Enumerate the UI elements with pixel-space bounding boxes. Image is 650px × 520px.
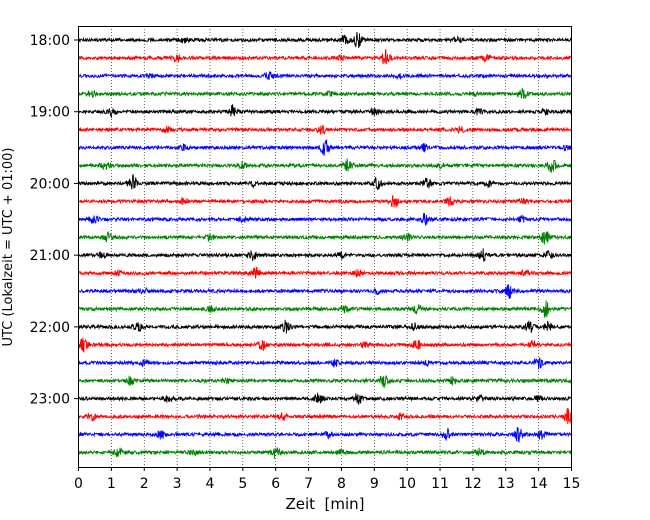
seismogram-trace xyxy=(78,158,572,173)
seismogram-trace xyxy=(78,48,572,65)
x-axis-label: Zeit [min] xyxy=(285,495,364,513)
x-tick-label: 12 xyxy=(464,476,482,492)
y-axis-label: UTC (Lokalzeit = UTC + 01:00) xyxy=(1,148,16,347)
x-tick-label: 7 xyxy=(304,476,313,492)
seismogram-trace xyxy=(78,71,572,80)
y-tick-label: 23:00 xyxy=(30,392,70,408)
x-tick-label: 11 xyxy=(431,476,449,492)
y-tick-label: 19:00 xyxy=(30,105,70,121)
y-axis-ticks: 18:00 19:00 20:00 21:00 22:00 23:00 xyxy=(30,33,78,408)
seismogram-trace xyxy=(78,357,572,370)
seismogram-trace xyxy=(78,124,572,135)
seismogram-trace xyxy=(78,139,572,156)
seismogram-trace xyxy=(78,195,572,208)
seismogram-trace xyxy=(78,104,572,119)
x-tick-label: 6 xyxy=(271,476,280,492)
x-tick-label: 3 xyxy=(173,476,182,492)
seismogram-traces xyxy=(78,31,572,459)
seismogram-trace xyxy=(78,212,572,226)
x-tick-label: 1 xyxy=(107,476,116,492)
seismogram-trace xyxy=(78,407,572,425)
seismogram-trace xyxy=(78,300,572,318)
seismogram-trace xyxy=(78,31,572,49)
x-tick-label: 13 xyxy=(497,476,515,492)
x-axis-ticks: 0 1 2 3 4 5 6 7 8 9 10 11 12 13 14 15 xyxy=(74,467,580,492)
seismogram-trace xyxy=(78,174,572,191)
y-tick-label: 20:00 xyxy=(30,176,70,192)
seismogram-trace xyxy=(78,266,572,279)
x-tick-label: 0 xyxy=(74,476,83,492)
plot-frame xyxy=(78,26,572,468)
x-tick-label: 5 xyxy=(238,476,247,492)
x-tick-label: 10 xyxy=(398,476,416,492)
seismogram-trace xyxy=(78,319,572,334)
x-tick-label: 4 xyxy=(206,476,215,492)
x-tick-label: 14 xyxy=(530,476,548,492)
seismogram-trace xyxy=(78,392,572,406)
x-tick-label: 8 xyxy=(337,476,346,492)
y-tick-label: 22:00 xyxy=(30,320,70,336)
seismogram-trace xyxy=(78,87,572,99)
seismogram-trace xyxy=(78,447,572,459)
x-tick-label: 15 xyxy=(563,476,581,492)
seismogram-trace xyxy=(78,284,572,299)
seismogram-trace xyxy=(78,375,572,389)
seismogram-trace xyxy=(78,337,572,353)
x-tick-label: 9 xyxy=(370,476,379,492)
seismogram-trace xyxy=(78,231,572,245)
x-tick-label: 2 xyxy=(140,476,149,492)
seismogram-trace xyxy=(78,248,572,263)
y-tick-label: 21:00 xyxy=(30,248,70,264)
y-tick-label: 18:00 xyxy=(30,33,70,49)
seismogram-trace xyxy=(78,427,572,443)
